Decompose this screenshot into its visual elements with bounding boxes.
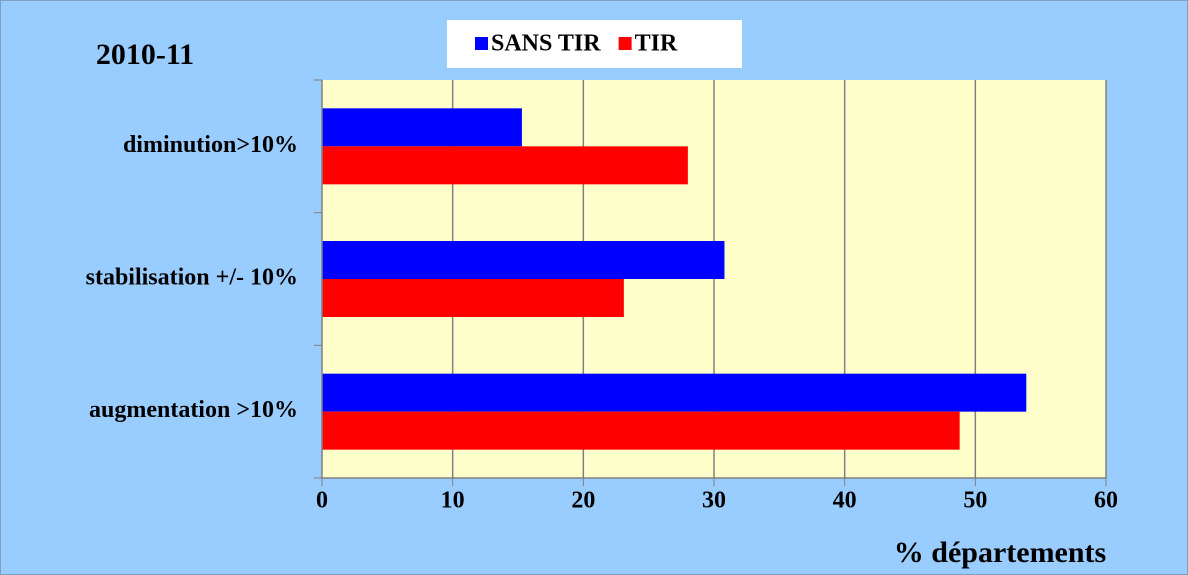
- x-tick-label: 60: [1094, 488, 1118, 514]
- x-tick-label: 30: [702, 488, 726, 514]
- y-tick-label: augmentation >10%: [89, 397, 298, 423]
- bar: [322, 373, 1027, 412]
- x-tick-label: 0: [316, 488, 328, 514]
- legend-swatch: [618, 37, 632, 50]
- x-tick-label: 50: [963, 488, 987, 514]
- legend-box: [447, 20, 742, 68]
- bar: [322, 108, 522, 147]
- bar: [322, 241, 725, 279]
- y-tick-label: diminution>10%: [123, 132, 298, 158]
- x-tick-label: 40: [833, 488, 857, 514]
- legend-label: SANS TIR: [491, 31, 601, 57]
- y-tick-label: stabilisation +/- 10%: [86, 265, 298, 291]
- bar: [322, 411, 960, 450]
- legend-swatch: [475, 37, 488, 50]
- chart-title: 2010-11: [96, 38, 194, 71]
- x-tick-label: 10: [441, 488, 465, 514]
- bar: [322, 146, 688, 185]
- x-tick-label: 20: [571, 488, 595, 514]
- bar: [322, 279, 624, 317]
- legend: SANS TIR TIR: [447, 20, 742, 68]
- legend-label: TIR: [635, 31, 678, 57]
- x-axis-label: % départements: [894, 536, 1106, 569]
